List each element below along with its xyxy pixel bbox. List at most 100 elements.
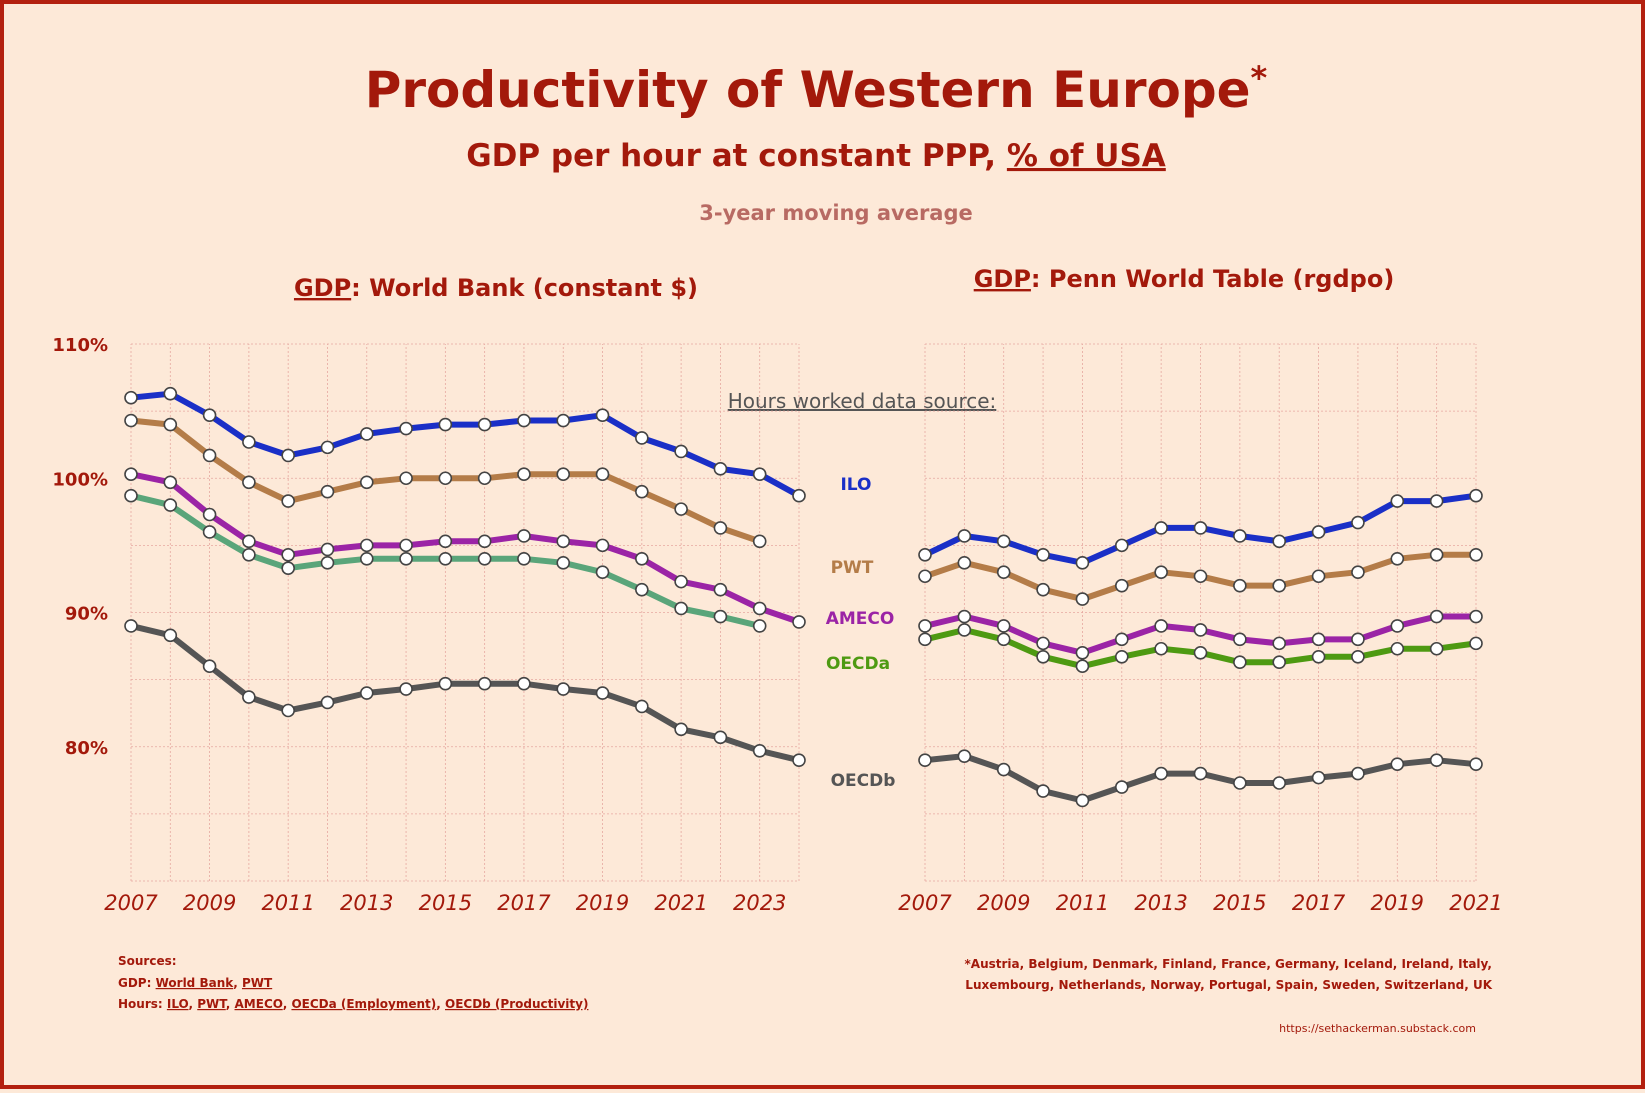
legend-label-oecda: OECDa — [826, 654, 890, 674]
data-point-ilo — [792, 488, 806, 503]
data-point-oecda — [438, 551, 453, 566]
data-point-pwt — [163, 417, 178, 432]
y-tick-label: 110% — [52, 335, 108, 356]
data-point-ameco — [281, 547, 295, 562]
data-point-oecdb — [1429, 753, 1444, 767]
sources-hours-label: Hours: — [118, 997, 167, 1011]
x-tick-label: 2007 — [898, 891, 952, 915]
data-point-ameco — [792, 615, 806, 629]
x-tick-label: 2021 — [1449, 891, 1502, 915]
right-panel-title: GDP: Penn World Table (rgdpo) — [974, 265, 1395, 293]
hours-source-heading: Hours worked data source: — [728, 389, 997, 413]
data-point-ilo — [1429, 494, 1444, 508]
data-point-oecdb — [1036, 784, 1050, 798]
source-link-oecda[interactable]: OECDa (Employment) — [291, 997, 436, 1011]
footnote-countries-line1: *Austria, Belgium, Denmark, Finland, Fra… — [965, 957, 1492, 971]
data-point-oecda — [674, 601, 688, 616]
data-point-pwt — [477, 471, 492, 486]
legend-label-oecdb: OECDb — [831, 771, 896, 791]
data-point-ilo — [124, 390, 138, 405]
data-point-pwt — [320, 484, 335, 499]
main-title-text: Productivity of Western Europe — [365, 61, 1251, 119]
right-chart-grid — [924, 343, 1477, 882]
left-chart-series — [124, 386, 806, 767]
footnote-countries-line2: Luxembourg, Netherlands, Norway, Portuga… — [965, 978, 1492, 992]
series-line-ilo — [128, 390, 802, 499]
data-point-oecda — [996, 632, 1011, 647]
data-point-ameco — [1233, 632, 1247, 647]
data-point-pwt — [281, 494, 295, 508]
data-point-ilo — [320, 440, 335, 455]
sources-heading: Sources: — [118, 954, 177, 968]
source-link-world-bank[interactable]: World Bank — [156, 976, 235, 990]
data-point-ameco — [674, 574, 688, 589]
figure: Productivity of Western Europe* GDP per … — [52, 59, 1502, 1035]
source-link-pwt-hours[interactable]: PWT — [197, 997, 228, 1011]
data-point-ameco — [595, 538, 610, 553]
sources-separator: , — [226, 997, 235, 1011]
data-point-ilo — [517, 413, 531, 428]
data-point-ilo — [399, 421, 413, 436]
data-point-pwt — [1469, 547, 1483, 562]
left-panel-title-gdp-link[interactable]: GDP — [294, 274, 351, 302]
data-point-ameco — [1390, 619, 1405, 633]
data-point-ameco — [163, 475, 178, 490]
data-point-ilo — [1469, 488, 1483, 503]
sources-separator: , — [436, 997, 445, 1011]
data-point-ilo — [1154, 521, 1168, 535]
sources-separator: , — [233, 976, 242, 990]
right-panel-title-gdp-link[interactable]: GDP — [974, 265, 1031, 293]
data-point-ilo — [202, 408, 217, 422]
data-point-pwt — [918, 569, 932, 584]
source-link-pwt[interactable]: PWT — [242, 976, 273, 990]
source-link-ameco[interactable]: AMECO — [235, 997, 283, 1011]
data-point-oecdb — [918, 753, 932, 767]
data-point-ameco — [1429, 609, 1444, 624]
left-panel-title: GDP: World Bank (constant $) — [294, 274, 698, 302]
data-point-ilo — [1193, 521, 1208, 535]
data-point-oecdb — [996, 762, 1011, 777]
data-point-ilo — [1233, 529, 1247, 543]
sources-separator: , — [283, 997, 292, 1011]
data-point-oecda — [1351, 650, 1365, 664]
data-point-ilo — [556, 413, 571, 428]
data-point-oecda — [1429, 641, 1444, 656]
data-point-oecdb — [163, 628, 178, 643]
data-point-oecda — [1390, 641, 1405, 656]
data-point-oecda — [918, 632, 932, 647]
data-point-ilo — [1272, 534, 1287, 549]
data-point-oecdb — [477, 676, 492, 691]
source-link-oecdb[interactable]: OECDb (Productivity) — [445, 997, 588, 1011]
data-point-oecda — [1469, 636, 1483, 651]
data-point-ameco — [320, 542, 335, 557]
sources-separator: , — [189, 997, 198, 1011]
x-tick-label: 2017 — [497, 891, 551, 915]
data-point-oecda — [124, 488, 138, 503]
data-point-pwt — [1233, 578, 1247, 593]
data-point-oecdb — [635, 699, 649, 714]
y-tick-label: 100% — [52, 469, 108, 490]
source-link-ilo[interactable]: ILO — [167, 997, 189, 1011]
data-point-oecdb — [399, 682, 413, 696]
data-point-pwt — [517, 467, 531, 482]
author-url[interactable]: https://sethackerman.substack.com — [1279, 1022, 1476, 1035]
data-point-ameco — [957, 609, 972, 624]
data-point-oecda — [595, 565, 610, 580]
subtitle: GDP per hour at constant PPP, % of USA — [466, 138, 1166, 174]
data-point-oecdb — [556, 682, 571, 696]
data-point-pwt — [242, 475, 256, 490]
data-point-ilo — [1351, 515, 1365, 530]
data-point-oecda — [1311, 650, 1326, 664]
data-point-pwt — [556, 467, 571, 482]
data-point-oecda — [359, 551, 374, 566]
data-point-oecdb — [202, 659, 217, 674]
main-title-asterisk: * — [1251, 59, 1268, 97]
data-point-oecda — [242, 547, 256, 562]
data-point-pwt — [752, 534, 767, 549]
subtitle-link[interactable]: % of USA — [1007, 138, 1166, 174]
data-point-pwt — [399, 471, 413, 486]
series-legend: ILO PWT AMECO OECDa OECDb — [826, 475, 896, 791]
data-point-ilo — [996, 534, 1011, 549]
data-point-ameco — [635, 551, 649, 566]
data-point-pwt — [1114, 578, 1129, 593]
